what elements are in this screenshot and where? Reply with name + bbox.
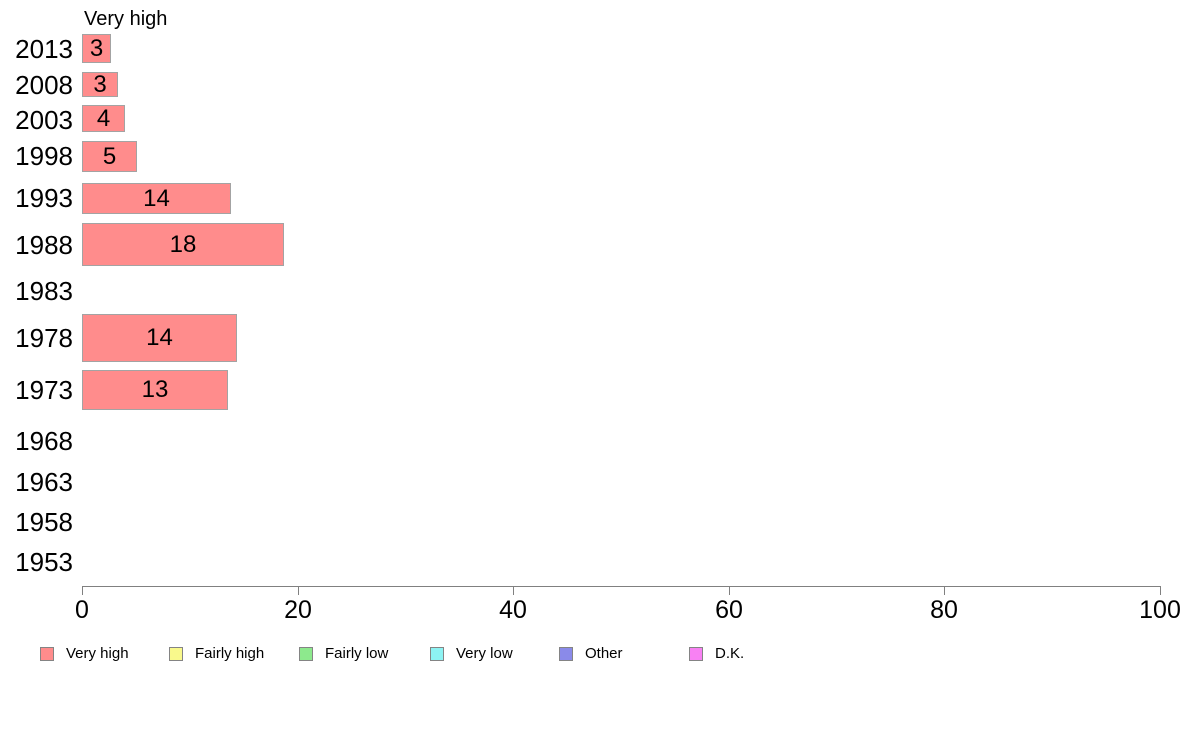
bar-value-label: 3 [89, 35, 104, 62]
x-axis-tick [513, 586, 514, 595]
bar-1993: 14 [82, 183, 231, 214]
y-axis-label: 2008 [15, 70, 73, 100]
bar-value-label: 13 [141, 376, 169, 403]
chart-title: Very high [84, 8, 168, 30]
legend-swatch [689, 647, 703, 661]
y-axis-label: 1953 [15, 547, 73, 577]
legend-item-very-high: Very high [40, 644, 129, 664]
bar-value-label: 5 [102, 143, 117, 170]
x-axis-tick-label: 20 [284, 596, 312, 624]
legend-label: Very high [66, 645, 129, 662]
legend-item-other: Other [559, 644, 623, 664]
legend-item-fairly-high: Fairly high [169, 644, 264, 664]
bar-1978: 14 [82, 314, 237, 362]
y-axis-label: 1973 [15, 375, 73, 405]
x-axis-line [82, 586, 1161, 587]
bar-value-label: 4 [96, 105, 111, 132]
y-axis-label: 1958 [15, 507, 73, 537]
bar-value-label: 14 [146, 324, 173, 351]
x-axis-tick [944, 586, 945, 595]
y-axis-label: 1998 [15, 141, 73, 171]
y-axis-label: 1978 [15, 323, 73, 353]
bar-1988: 18 [82, 223, 284, 266]
legend-label: D.K. [715, 645, 745, 662]
bar-value-label: 3 [93, 71, 107, 98]
y-axis-label: 1983 [15, 276, 73, 306]
x-axis-tick [298, 586, 299, 595]
y-axis-label: 1968 [15, 426, 73, 456]
x-axis-tick [729, 586, 730, 595]
legend-swatch [40, 647, 54, 661]
y-axis-label: 1988 [15, 230, 73, 260]
legend-label: Fairly high [195, 645, 265, 662]
y-axis-label: 2013 [15, 34, 73, 64]
y-axis-label: 2003 [15, 105, 73, 135]
y-axis-label: 1963 [15, 467, 73, 497]
x-axis-tick [1160, 586, 1161, 595]
legend-label: Other [585, 645, 623, 662]
x-axis-tick-label: 100 [1139, 596, 1181, 624]
bar-2003: 4 [82, 105, 125, 132]
legend-swatch [430, 647, 444, 661]
legend-label: Fairly low [325, 645, 389, 662]
legend-swatch [559, 647, 573, 661]
bar-1998: 5 [82, 141, 137, 172]
x-axis-tick-label: 80 [930, 596, 958, 624]
bar-1973: 13 [82, 370, 228, 410]
bar-2013: 3 [82, 34, 111, 63]
x-axis-tick-label: 40 [499, 596, 527, 624]
legend-item-d-k: D.K. [689, 644, 744, 664]
legend-label: Very low [456, 645, 513, 662]
bar-2008: 3 [82, 72, 118, 97]
legend-item-fairly-low: Fairly low [299, 644, 388, 664]
legend-item-very-low: Very low [430, 644, 513, 664]
bar-value-label: 14 [143, 185, 170, 212]
x-axis-tick-label: 0 [75, 596, 89, 624]
legend-swatch [169, 647, 183, 661]
x-axis-tick [82, 586, 83, 595]
legend-swatch [299, 647, 313, 661]
y-axis-label: 1993 [15, 183, 73, 213]
bar-value-label: 18 [169, 231, 197, 258]
x-axis-tick-label: 60 [715, 596, 743, 624]
